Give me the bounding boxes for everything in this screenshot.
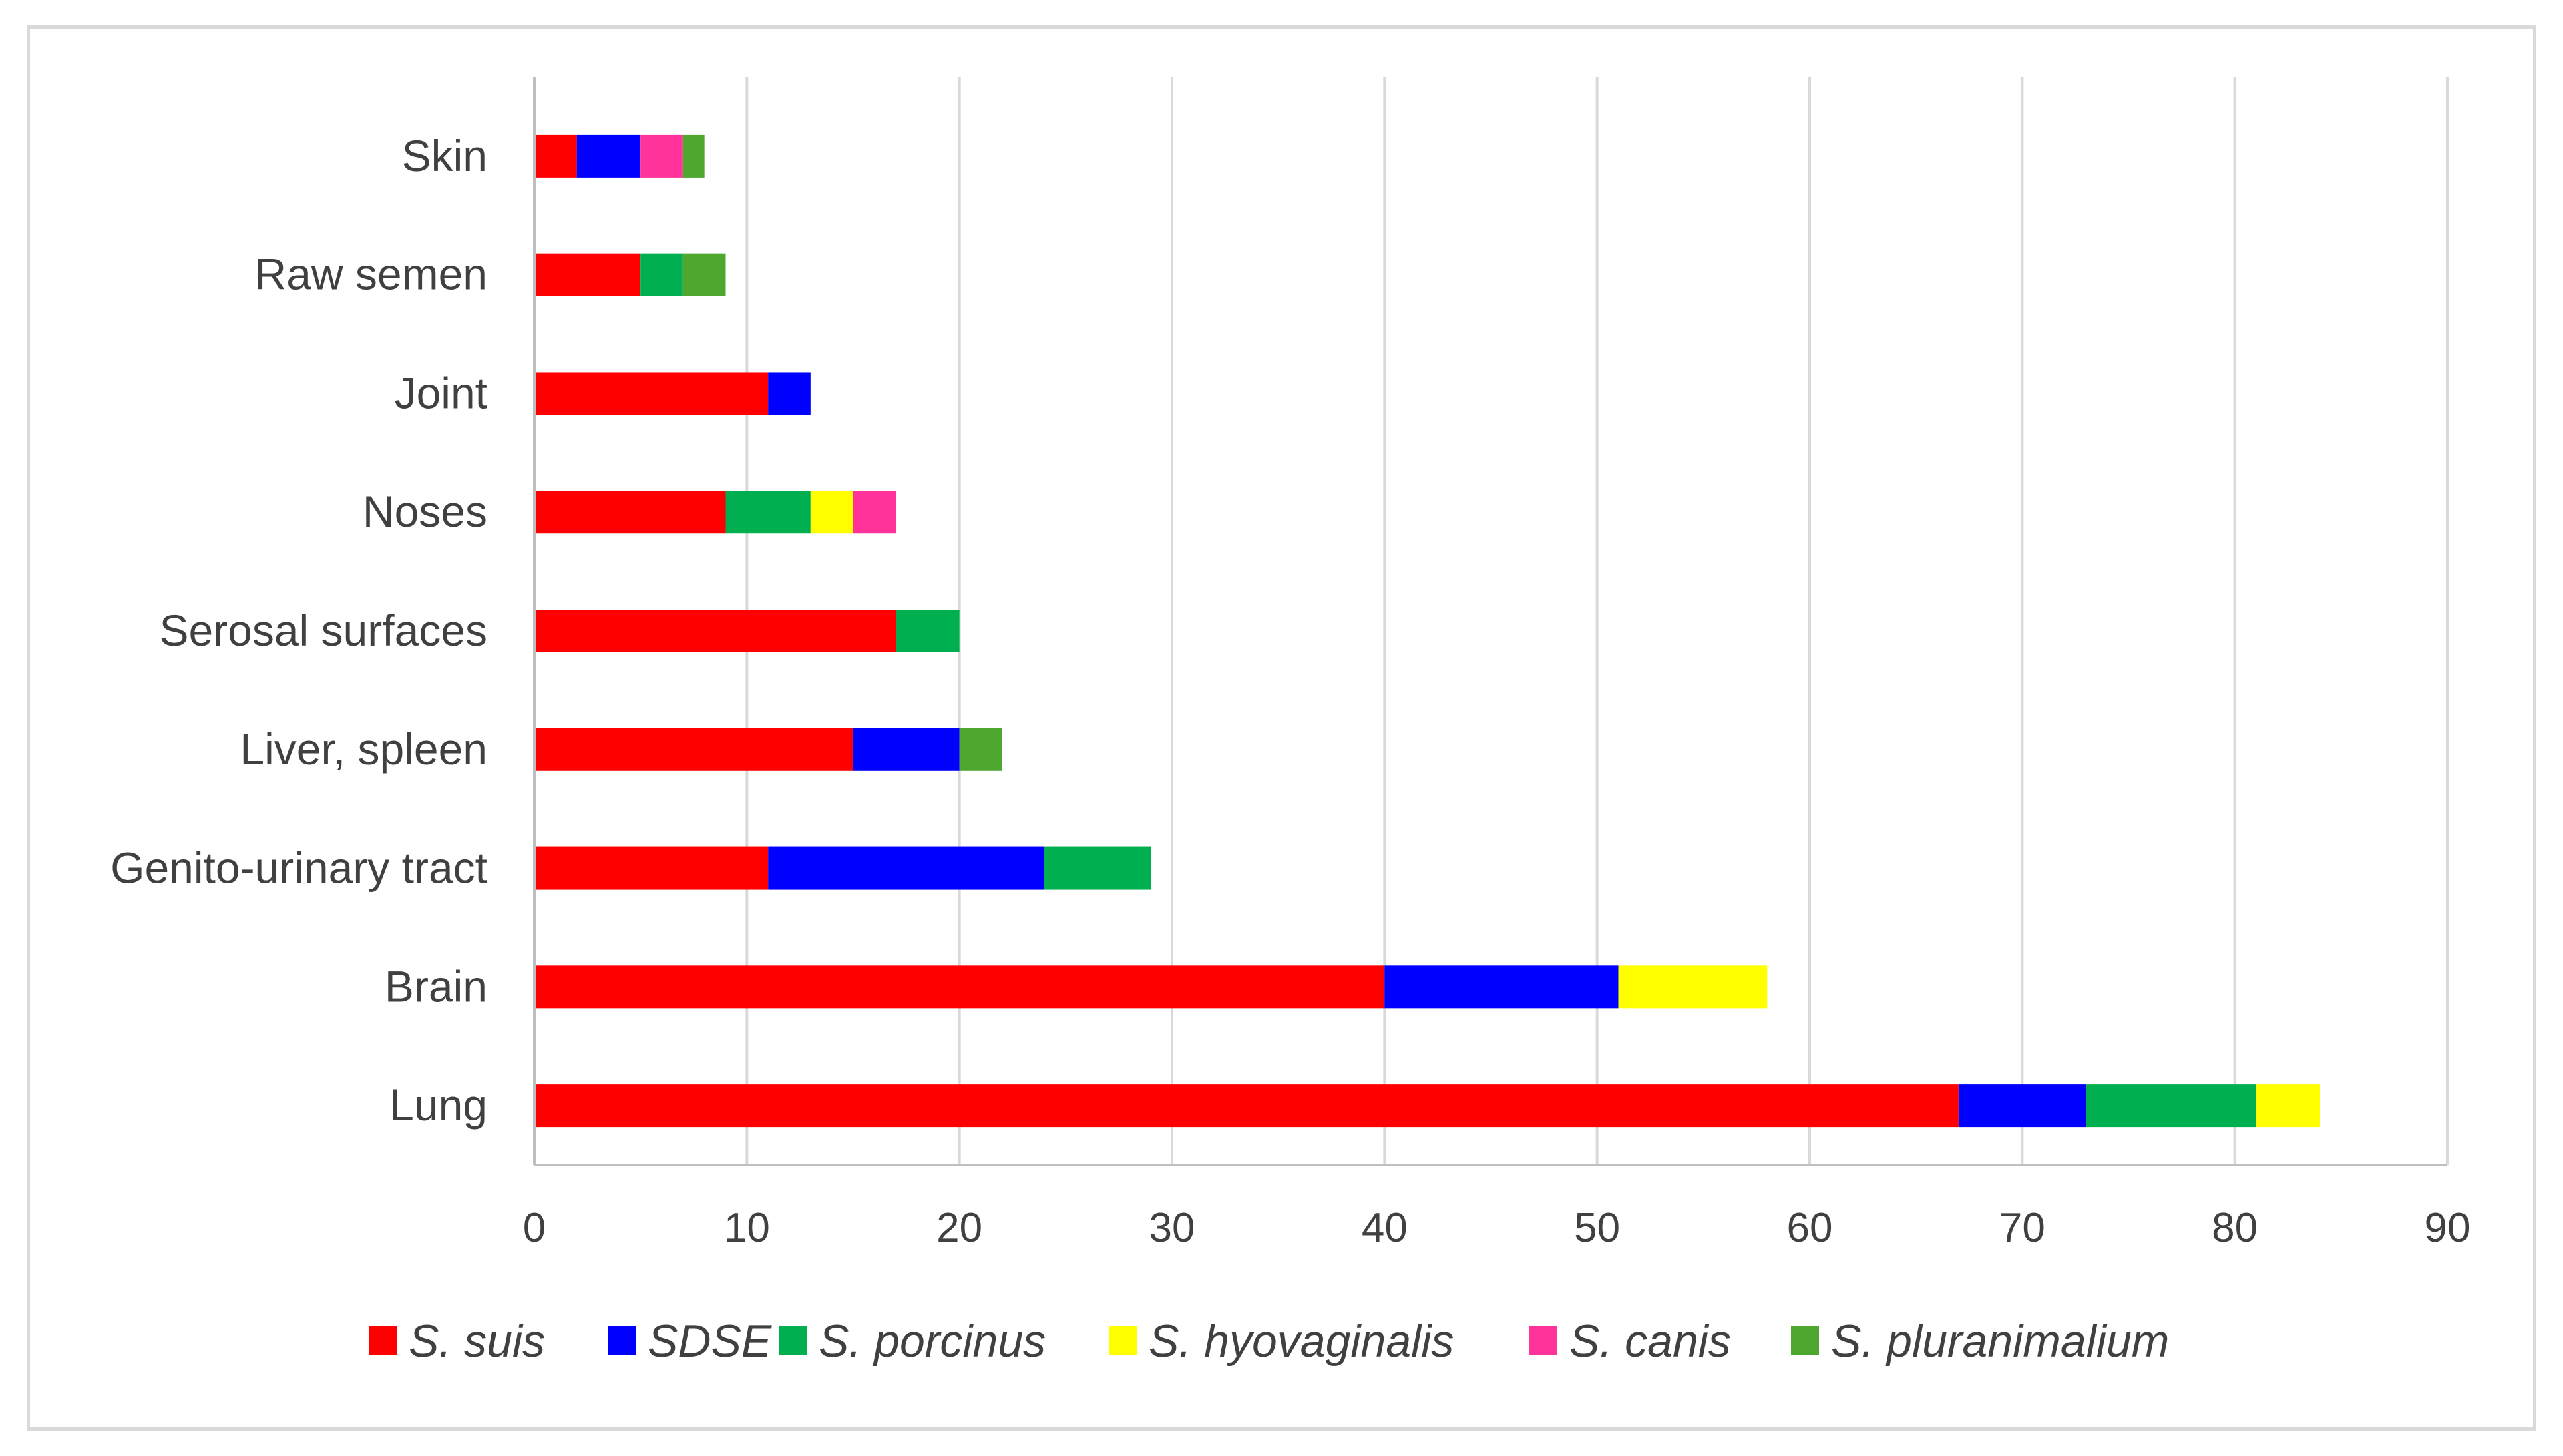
legend-item: S. canis: [1529, 1316, 1731, 1367]
bar-segment-s-suis: [534, 491, 726, 534]
bar-segment-s-pluranimalium: [959, 728, 1002, 771]
x-tick-label: 20: [936, 1205, 982, 1251]
legend-label: S. pluranimalium: [1831, 1316, 2169, 1367]
bar-segment-s-hyovaginalis: [1618, 965, 1768, 1009]
legend-item: S. pluranimalium: [1791, 1316, 2169, 1367]
bar-segment-s-suis: [534, 610, 896, 652]
bar-segment-s-suis: [534, 965, 1385, 1009]
bar-segment-s-suis: [534, 728, 853, 771]
category-label: Liver, spleen: [240, 724, 487, 774]
bar-segment-s-hyovaginalis: [2256, 1084, 2320, 1128]
bar-segment-s-suis: [534, 253, 641, 296]
category-label: Genito-urinary tract: [110, 843, 487, 893]
legend-item: S. hyovaginalis: [1109, 1316, 1454, 1367]
x-tick-label: 90: [2425, 1205, 2471, 1251]
category-label: Joint: [395, 368, 487, 417]
bar-segment-s-porcinus: [640, 253, 683, 296]
bar-segment-sdse: [768, 372, 811, 415]
x-tick-label: 40: [1362, 1205, 1408, 1251]
bar-segment-s-porcinus: [896, 610, 960, 652]
bar-segment-s-porcinus: [725, 491, 811, 534]
legend-label: S. porcinus: [819, 1316, 1046, 1367]
x-tick-label: 80: [2212, 1205, 2258, 1251]
legend-swatch: [1109, 1326, 1137, 1355]
category-label: Skin: [402, 131, 487, 180]
bar-segment-s-pluranimalium: [682, 253, 726, 296]
category-label: Noses: [363, 487, 487, 536]
bar-segment-s-porcinus: [1044, 846, 1151, 890]
bar-segment-sdse: [1384, 965, 1619, 1009]
legend-item: S. porcinus: [779, 1316, 1046, 1367]
x-tick-label: 30: [1149, 1205, 1195, 1251]
bar-segment-s-suis: [534, 372, 769, 415]
legend-swatch: [1791, 1326, 1819, 1355]
category-labels: Skin Raw semen Joint Noses Serosal surfaces L…: [110, 131, 487, 1130]
bar-segment-s-canis: [853, 491, 896, 534]
bar-segment-s-pluranimalium: [682, 134, 705, 178]
legend-label: S. suis: [409, 1316, 545, 1367]
legend-swatch: [608, 1326, 636, 1355]
x-tick-label: 10: [724, 1205, 770, 1251]
legend-label: SDSE: [648, 1316, 772, 1367]
legend-label: S. hyovaginalis: [1149, 1316, 1454, 1367]
legend-item: SDSE: [608, 1316, 772, 1367]
x-tick-labels: 0 10 20 30 40 50 60 70 80 90: [523, 1205, 2471, 1251]
bar-segment-sdse: [768, 846, 1044, 890]
bar-segment-s-suis: [534, 1084, 1959, 1128]
legend-item: S. suis: [369, 1316, 545, 1367]
bars: [534, 134, 2320, 1128]
category-label: Lung: [389, 1080, 487, 1130]
legend: S. suis SDSE S. porcinus S. hyovaginalis S. …: [369, 1316, 2169, 1367]
x-tick-label: 70: [1999, 1205, 2045, 1251]
bar-segment-s-suis: [534, 134, 577, 178]
category-label: Brain: [385, 961, 487, 1011]
legend-swatch: [1529, 1326, 1557, 1355]
bar-segment-sdse: [576, 134, 641, 178]
legend-swatch: [369, 1326, 397, 1355]
chart-frame: [27, 25, 2536, 1431]
bar-segment-s-porcinus: [2086, 1084, 2256, 1128]
category-label: Serosal surfaces: [159, 605, 487, 655]
x-tick-label: 60: [1787, 1205, 1833, 1251]
category-label: Raw semen: [255, 250, 487, 299]
legend-swatch: [779, 1326, 807, 1355]
legend-label: S. canis: [1569, 1316, 1731, 1367]
x-tick-label: 50: [1574, 1205, 1620, 1251]
axes: [533, 77, 2447, 1166]
x-tick-label: 0: [523, 1205, 546, 1251]
bar-segment-s-canis: [640, 134, 683, 178]
bar-segment-sdse: [853, 728, 960, 771]
bar-segment-s-suis: [534, 846, 769, 890]
bar-segment-s-hyovaginalis: [810, 491, 853, 534]
bar-segment-sdse: [1958, 1084, 2086, 1128]
